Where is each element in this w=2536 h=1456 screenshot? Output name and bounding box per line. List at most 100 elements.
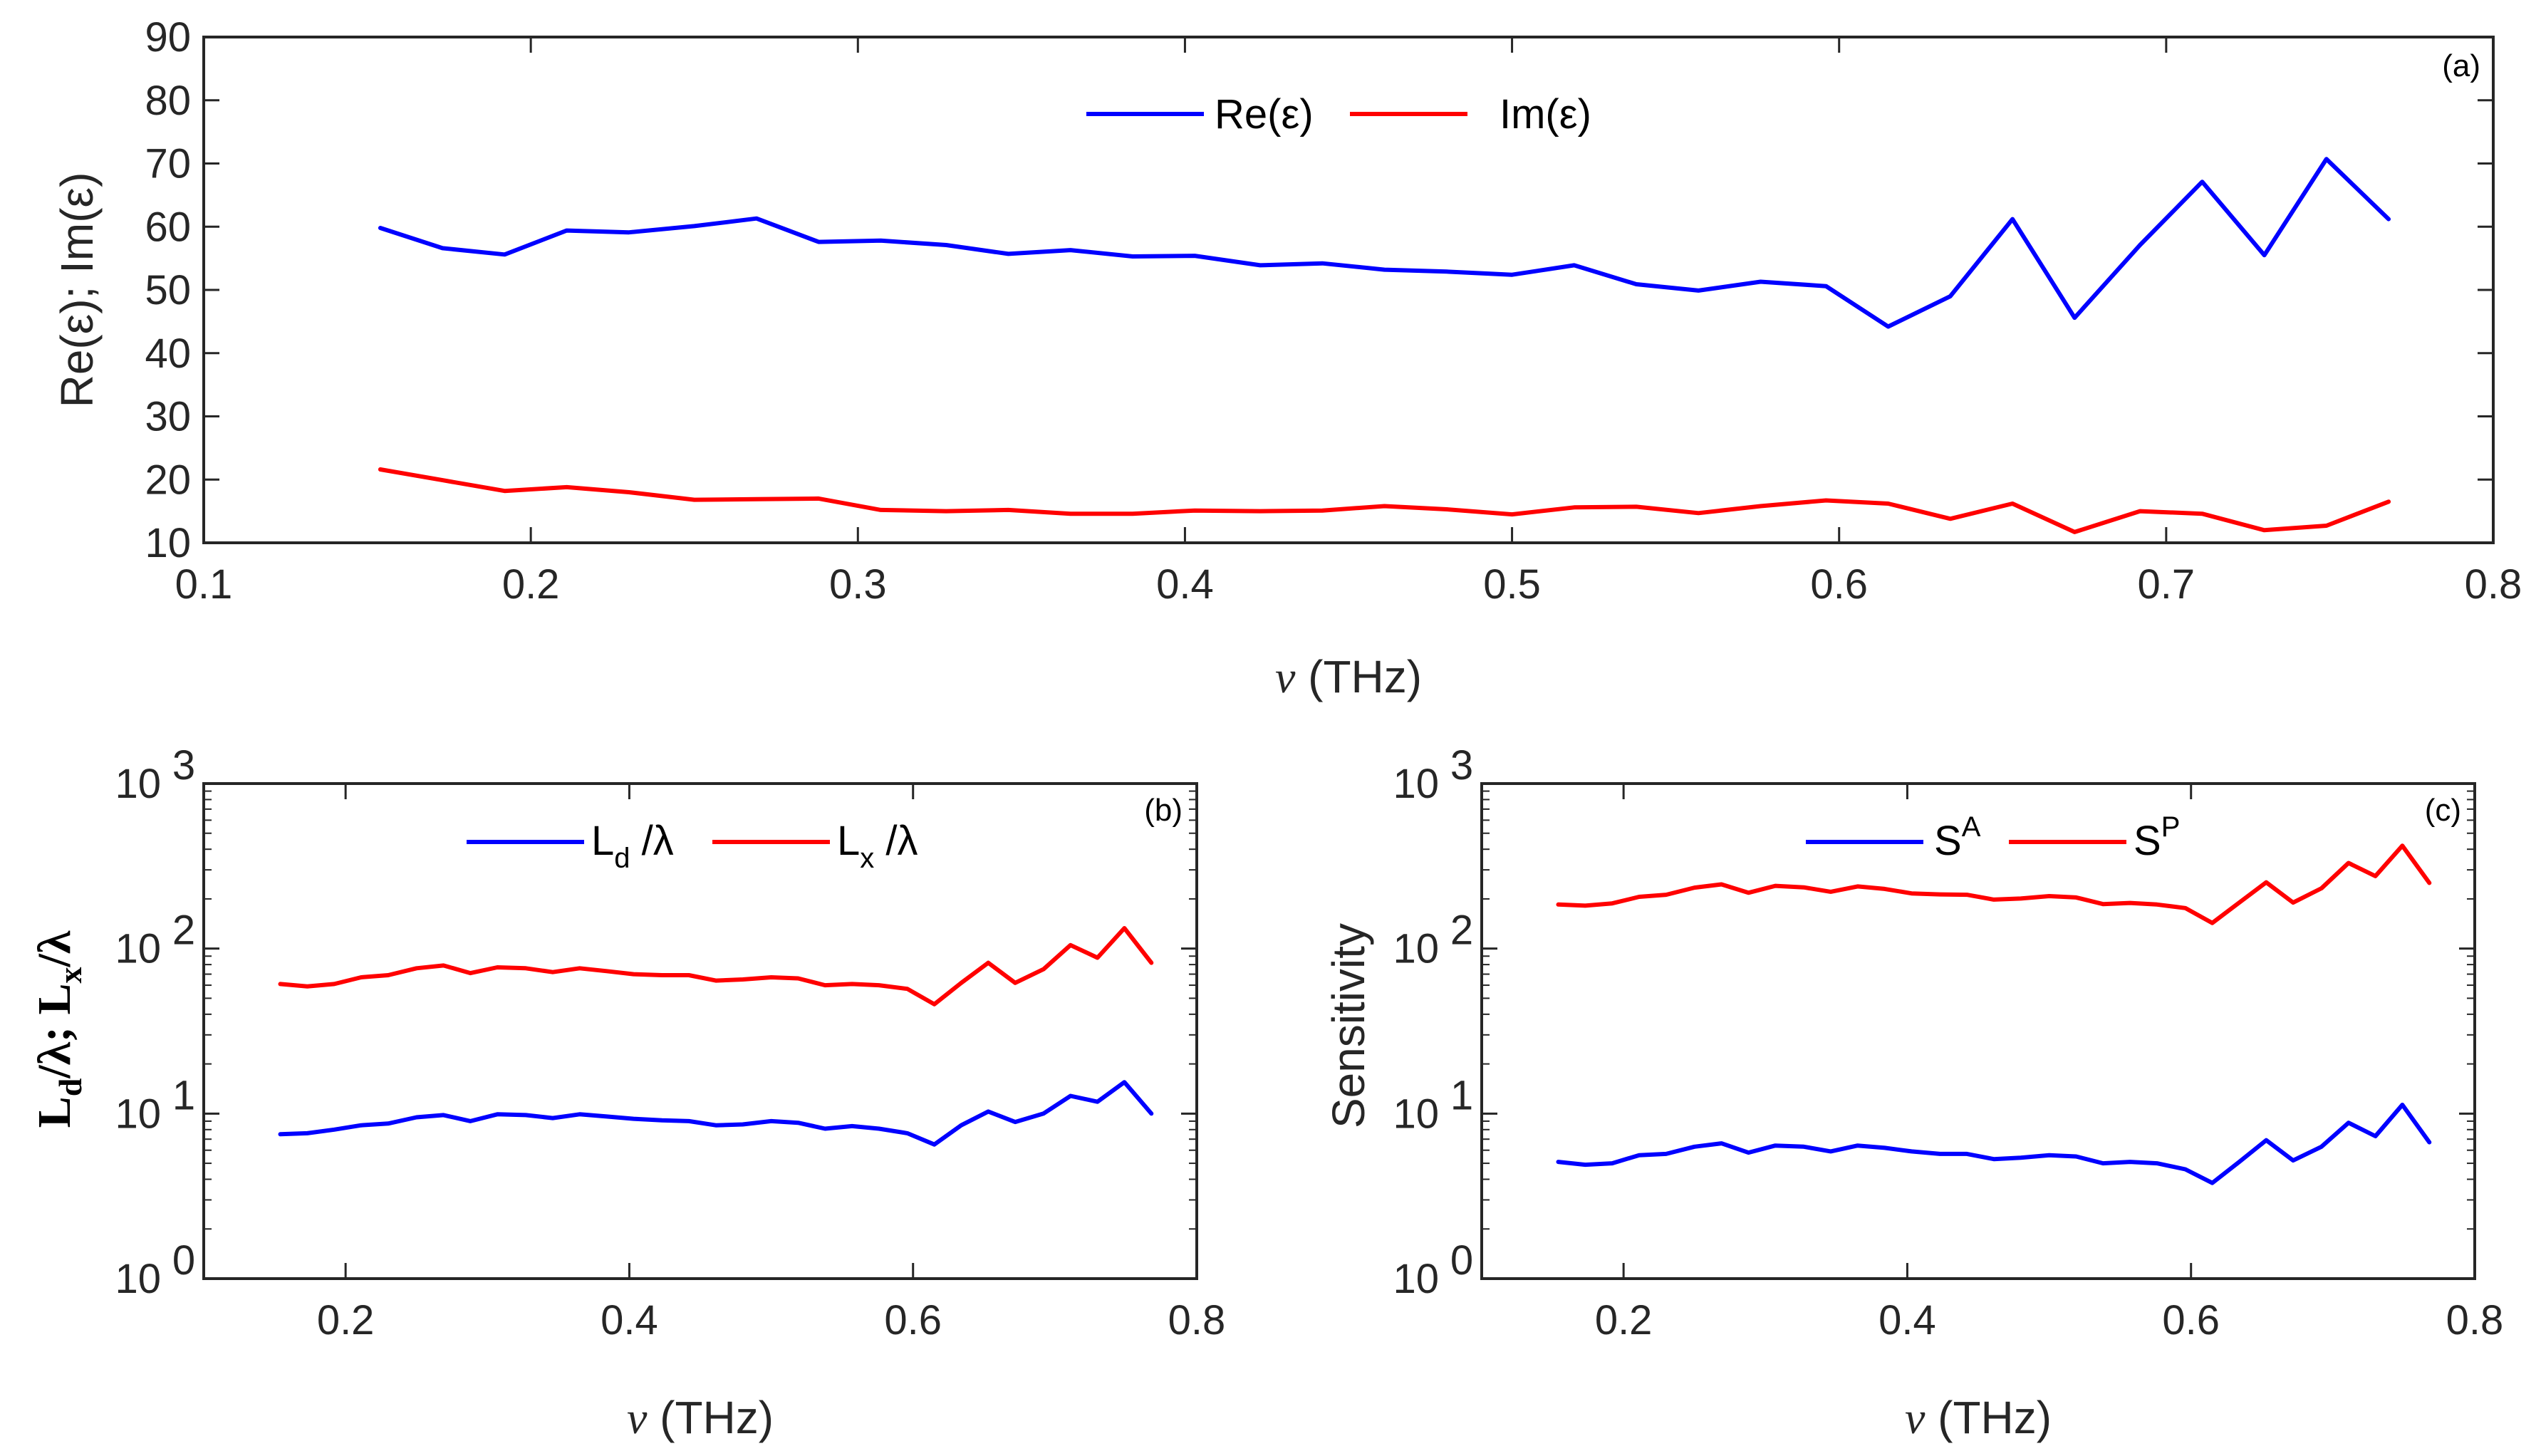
series-line-a-0 [378, 157, 2391, 329]
legend-lx-sub: x [860, 843, 874, 874]
y-tick-label: 10 [1393, 761, 1439, 807]
y-tick-label-base: 10 [115, 1256, 161, 1302]
panel-b-y-axis-label-sub2: x [52, 967, 88, 983]
y-tick-label: 10 [115, 1091, 161, 1137]
y-tick-label: 10 [115, 761, 161, 807]
panel-c-x-axis-label: ν (THz) [1905, 1392, 2052, 1443]
series-line-c-0 [1556, 1103, 2432, 1185]
y-tick-label-exponent: 1 [172, 1072, 195, 1118]
y-tick-label: 40 [145, 331, 191, 377]
series-line-c-1 [1556, 843, 2432, 925]
panel-b-x-axis-unit: (THz) [647, 1392, 774, 1443]
panel-a-legend: Re(ε) Im(ε) [1086, 91, 1591, 137]
panel-b-label: (b) [1144, 793, 1183, 828]
panel-a: 0.1 0.2 0.3 0.4 0.5 0.6 0.7 0.8 10 20 30 40 50 60 70 80… [51, 14, 2522, 702]
x-tick-label: 0.6 [1810, 561, 1868, 608]
y-tick-label-exponent: 3 [1450, 742, 1473, 789]
panel-c-y-axis-label: Sensitivity [1323, 923, 1374, 1128]
y-tick-label: 70 [145, 141, 191, 187]
legend-lx-name: L [837, 818, 860, 864]
y-tick-label-exponent: 3 [172, 742, 195, 789]
panel-b-axes-box [202, 782, 1198, 1280]
x-tick-label: 0.7 [2138, 561, 2195, 608]
x-tick-label: 0.8 [2446, 1297, 2504, 1343]
y-tick-label-base: 10 [1393, 1091, 1439, 1137]
y-tick-label: 10 [1393, 926, 1439, 972]
y-tick-label-exponent: 1 [1450, 1072, 1473, 1118]
y-tick-label: 20 [145, 457, 191, 503]
legend-lx-label: Lx /λ [837, 818, 918, 874]
y-tick-label-exponent: 0 [172, 1237, 195, 1284]
panel-b-x-axis-symbol: ν [627, 1393, 648, 1443]
y-tick-label-base: 10 [115, 1091, 161, 1137]
panel-b-y-axis-label-sub1: d [52, 1078, 88, 1096]
y-tick-label: 50 [145, 267, 191, 313]
legend-sp-name: S [2134, 818, 2161, 864]
panel-c-x-axis-symbol: ν [1905, 1393, 1926, 1443]
y-tick-label: 10 [115, 1256, 161, 1302]
legend-lx-suffix: /λ [874, 818, 918, 864]
y-tick-label-base: 10 [115, 926, 161, 972]
x-tick-label: 0.2 [502, 561, 560, 608]
panel-c-legend: SA SP [1806, 811, 2180, 864]
x-tick-label: 0.5 [1483, 561, 1541, 608]
panel-a-x-axis-symbol: ν [1275, 652, 1296, 702]
y-tick-label: 10 [115, 926, 161, 972]
legend-ld-label: Ld /λ [591, 818, 674, 874]
panel-b-legend: Ld /λ Lx /λ [467, 818, 918, 874]
legend-sa-name: S [1934, 818, 1962, 864]
y-tick-label-exponent: 0 [1450, 1237, 1473, 1284]
x-tick-label: 0.4 [1878, 1297, 1936, 1343]
series-line-a-1 [378, 467, 2391, 534]
y-tick-label: 10 [1393, 1256, 1439, 1302]
panel-b-y-axis-label-end: /λ [28, 930, 80, 967]
y-tick-label: 80 [145, 78, 191, 124]
legend-im-eps-label: Im(ε) [1500, 91, 1591, 137]
y-tick-label-base: 10 [1393, 761, 1439, 807]
x-tick-label: 0.3 [829, 561, 887, 608]
legend-sp-sup: P [2161, 811, 2181, 843]
y-tick-label-base: 10 [115, 761, 161, 807]
legend-sa-label: SA [1934, 811, 1981, 864]
y-tick-label: 30 [145, 394, 191, 440]
panel-c-x-axis-unit: (THz) [1925, 1392, 2052, 1443]
panel-b-y-axis-label-mid: /λ; L [28, 983, 80, 1078]
legend-sp-label: SP [2134, 811, 2180, 864]
panel-a-x-axis-label: ν (THz) [1275, 651, 1422, 702]
y-tick-label: 10 [1393, 1091, 1439, 1137]
x-tick-label: 0.2 [317, 1297, 375, 1343]
x-tick-label: 0.8 [2465, 561, 2522, 608]
panel-b-y-axis-label-l1: L [28, 1096, 80, 1128]
x-tick-label: 0.8 [1168, 1297, 1226, 1343]
legend-sa-sup: A [1962, 811, 1981, 843]
x-tick-label: 0.4 [601, 1297, 658, 1343]
x-tick-label: 0.6 [2162, 1297, 2220, 1343]
y-tick-label: 90 [145, 14, 191, 61]
y-tick-label: 10 [145, 520, 191, 566]
panel-a-y-axis-label: Re(ε); Im(ε) [51, 172, 103, 408]
x-tick-label: 0.6 [884, 1297, 942, 1343]
y-tick-label-exponent: 2 [1450, 908, 1473, 954]
panel-b-y-axis-label: Ld/λ; Lx/λ [28, 930, 88, 1128]
panel-b-x-axis-label: ν (THz) [627, 1392, 774, 1443]
legend-ld-suffix: /λ [630, 818, 674, 864]
series-line-b-0 [278, 1080, 1154, 1147]
y-tick-label-base: 10 [1393, 926, 1439, 972]
panel-a-label: (a) [2442, 48, 2480, 83]
legend-ld-sub: d [614, 843, 630, 874]
panel-a-axes-box [202, 36, 2495, 544]
panel-c-label: (c) [2425, 793, 2461, 828]
y-tick-label-base: 10 [1393, 1256, 1439, 1302]
legend-ld-name: L [591, 818, 614, 864]
x-tick-label: 0.4 [1156, 561, 1214, 608]
x-tick-label: 0.1 [175, 561, 233, 608]
legend-re-eps-label: Re(ε) [1215, 91, 1314, 137]
series-line-b-1 [278, 926, 1154, 1007]
x-tick-label: 0.2 [1595, 1297, 1653, 1343]
panel-c-axes-box [1480, 782, 2476, 1280]
y-tick-label-exponent: 2 [172, 908, 195, 954]
y-tick-label: 60 [145, 204, 191, 250]
